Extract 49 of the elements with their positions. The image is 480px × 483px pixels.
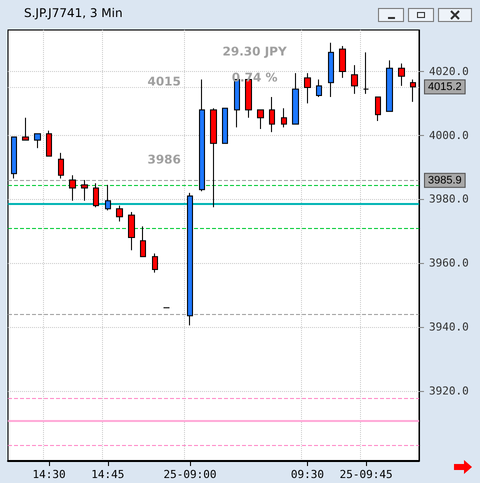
candlestick	[386, 60, 393, 112]
candlestick	[304, 72, 311, 104]
chart-title: S.JP.J7741, 3 Min	[24, 6, 123, 20]
candlestick	[152, 252, 158, 274]
y-tick-label: 3920.0	[429, 384, 469, 398]
candlestick	[339, 45, 346, 78]
annotation: 29.30 JPY	[222, 44, 287, 59]
y-tick-label: 4000.0	[429, 128, 469, 142]
candlestick	[316, 78, 322, 98]
candlestick	[116, 205, 123, 222]
candlestick	[281, 108, 287, 128]
candlestick	[410, 78, 416, 102]
candlestick	[292, 72, 299, 125]
annotation: 4015	[147, 74, 181, 89]
x-tick-label: 25-09:00	[164, 468, 217, 481]
candlestick	[11, 136, 17, 179]
candlestick	[328, 42, 334, 98]
candlestick	[140, 226, 146, 258]
candlestick	[375, 96, 381, 122]
x-tick-label: 14:30	[32, 468, 66, 481]
candlestick	[46, 130, 52, 157]
candlestick	[105, 184, 111, 211]
candlestick	[269, 96, 275, 133]
ref-line-label: 4015.2	[428, 80, 462, 93]
y-tick-label: 3980.0	[429, 192, 469, 206]
annotation: 0.74 %	[232, 70, 278, 84]
candlestick	[351, 64, 358, 94]
candlestick	[69, 174, 76, 202]
candlestick	[398, 63, 405, 86]
x-tick-label: 14:45	[91, 468, 124, 481]
y-tick-label: 3960.0	[429, 256, 469, 270]
candlestick	[22, 117, 29, 141]
x-tick-label: 09:30	[290, 468, 324, 481]
candlestick	[210, 108, 217, 208]
x-tick-label: 25-09:45	[340, 468, 393, 481]
y-tick-label: 4020.0	[429, 65, 469, 78]
y-tick-label: 3940.0	[429, 320, 469, 334]
candlestick	[199, 78, 205, 192]
candlestick	[187, 192, 193, 326]
candlestick	[34, 133, 41, 149]
annotation: 3986	[147, 152, 181, 166]
candlestick	[222, 108, 228, 144]
candlestick	[81, 180, 88, 202]
ref-line-label: 3985.9	[428, 174, 462, 186]
candlestick	[93, 182, 99, 208]
candlestick	[363, 52, 369, 94]
candlestick	[257, 109, 264, 130]
candlestick	[58, 152, 64, 179]
candlestick	[128, 211, 135, 251]
